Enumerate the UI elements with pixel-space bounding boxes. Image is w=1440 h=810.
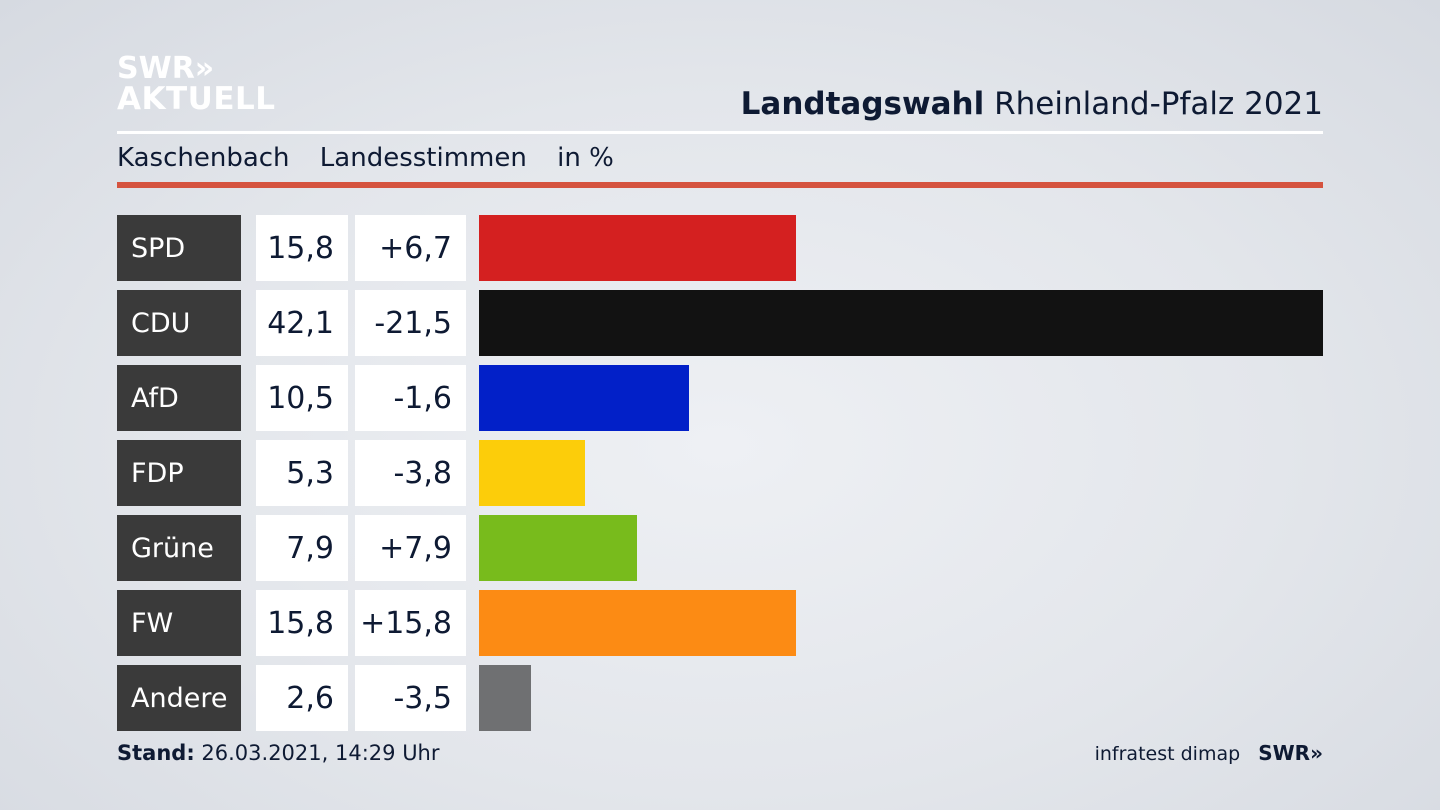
title-bold: Landtagswahl — [740, 86, 985, 122]
change-label: -3,8 — [355, 440, 466, 506]
logo-line-2: AKTUELL — [117, 81, 276, 117]
bar-gr-ne — [479, 515, 637, 581]
swr-brand-logo: SWR» — [1258, 741, 1323, 765]
swr-aktuell-logo: SWR» AKTUELL — [117, 51, 276, 117]
change-label: -3,5 — [355, 665, 466, 731]
subtitle-unit: in % — [557, 143, 614, 173]
chart-title: Landtagswahl Rheinland-Pfalz 2021 — [741, 86, 1323, 122]
vote-share-label: 5,3 — [256, 440, 348, 506]
vote-share-label: 15,8 — [256, 215, 348, 281]
chart-subtitle: Kaschenbach Landesstimmen in % — [117, 143, 636, 173]
header-divider — [117, 131, 1323, 134]
vote-share-label: 2,6 — [256, 665, 348, 731]
subtitle-vote-type: Landesstimmen — [319, 143, 527, 173]
change-label: +6,7 — [355, 215, 466, 281]
chart-row: AfD 10,5 -1,6 — [117, 365, 1323, 431]
subtitle-place: Kaschenbach — [117, 143, 290, 173]
chart-row: FW 15,8 +15,8 — [117, 590, 1323, 656]
chart-row: CDU 42,1 -21,5 — [117, 290, 1323, 356]
vote-share-label: 42,1 — [256, 290, 348, 356]
chart-row: FDP 5,3 -3,8 — [117, 440, 1323, 506]
change-label: +7,9 — [355, 515, 466, 581]
title-rest: Rheinland-Pfalz 2021 — [994, 86, 1323, 122]
chart-row: Andere 2,6 -3,5 — [117, 665, 1323, 731]
party-label: CDU — [117, 290, 241, 356]
chart-row: SPD 15,8 +6,7 — [117, 215, 1323, 281]
change-label: -21,5 — [355, 290, 466, 356]
logo-line-1: SWR» — [117, 51, 215, 86]
bar-cdu — [479, 290, 1323, 356]
change-label: +15,8 — [355, 590, 466, 656]
bar-afd — [479, 365, 689, 431]
bar-fw — [479, 590, 796, 656]
source-label: infratest dimap — [1094, 743, 1241, 765]
stand-label: Stand: — [117, 741, 195, 765]
party-label: SPD — [117, 215, 241, 281]
accent-divider — [117, 182, 1323, 188]
change-label: -1,6 — [355, 365, 466, 431]
vote-share-label: 10,5 — [256, 365, 348, 431]
party-label: Andere — [117, 665, 241, 731]
bar-fdp — [479, 440, 585, 506]
bar-spd — [479, 215, 796, 281]
chart-row: Grüne 7,9 +7,9 — [117, 515, 1323, 581]
stand-value: 26.03.2021, 14:29 Uhr — [201, 741, 440, 765]
party-label: FDP — [117, 440, 241, 506]
party-label: AfD — [117, 365, 241, 431]
party-label: FW — [117, 590, 241, 656]
vote-share-label: 7,9 — [256, 515, 348, 581]
source-credit: infratest dimap SWR» — [1095, 741, 1323, 765]
bar-andere — [479, 665, 531, 731]
party-label: Grüne — [117, 515, 241, 581]
vote-share-label: 15,8 — [256, 590, 348, 656]
timestamp: Stand: 26.03.2021, 14:29 Uhr — [117, 741, 440, 765]
